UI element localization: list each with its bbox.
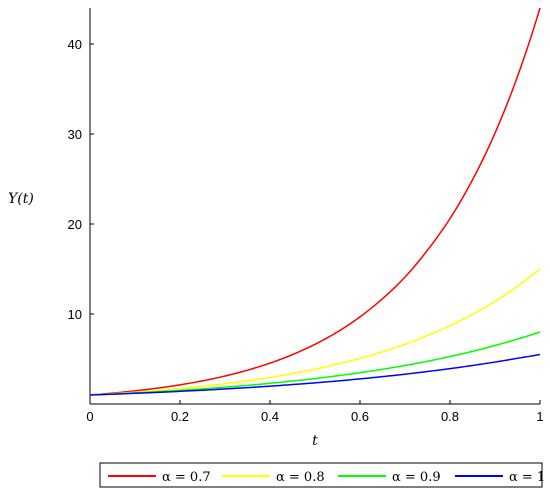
series-lines (89, 7, 541, 396)
x-tick-label: 1 (536, 409, 543, 424)
series-line (89, 7, 541, 396)
x-tick-label: 0.4 (261, 409, 279, 424)
legend-label: α = 1 (509, 470, 545, 485)
y-tick-label: 40 (68, 37, 82, 52)
y-tick-label: 20 (68, 217, 82, 232)
x-tick-label: 0.8 (441, 409, 459, 424)
x-axis-label: t (312, 433, 318, 449)
series-line (89, 268, 541, 396)
y-tick-label: 30 (68, 127, 82, 142)
x-tick-label: 0.6 (351, 409, 369, 424)
series-line (89, 353, 541, 396)
y-tick-label: 10 (68, 307, 82, 322)
legend: α = 0.7 α = 0.8 α = 0.9 α = 1 (99, 462, 545, 488)
legend-label: α = 0.9 (392, 470, 441, 485)
y-axis-label: Y(t) (8, 191, 34, 207)
axes (89, 8, 540, 405)
legend-label: α = 0.8 (276, 470, 325, 485)
series-line (89, 331, 541, 396)
x-tick-label: 0 (86, 409, 93, 424)
legend-label: α = 0.7 (162, 470, 211, 485)
x-tick-label: 0.2 (171, 409, 189, 424)
ticks: 0 0.2 0.4 0.6 0.8 1 10 20 30 40 (68, 37, 544, 424)
